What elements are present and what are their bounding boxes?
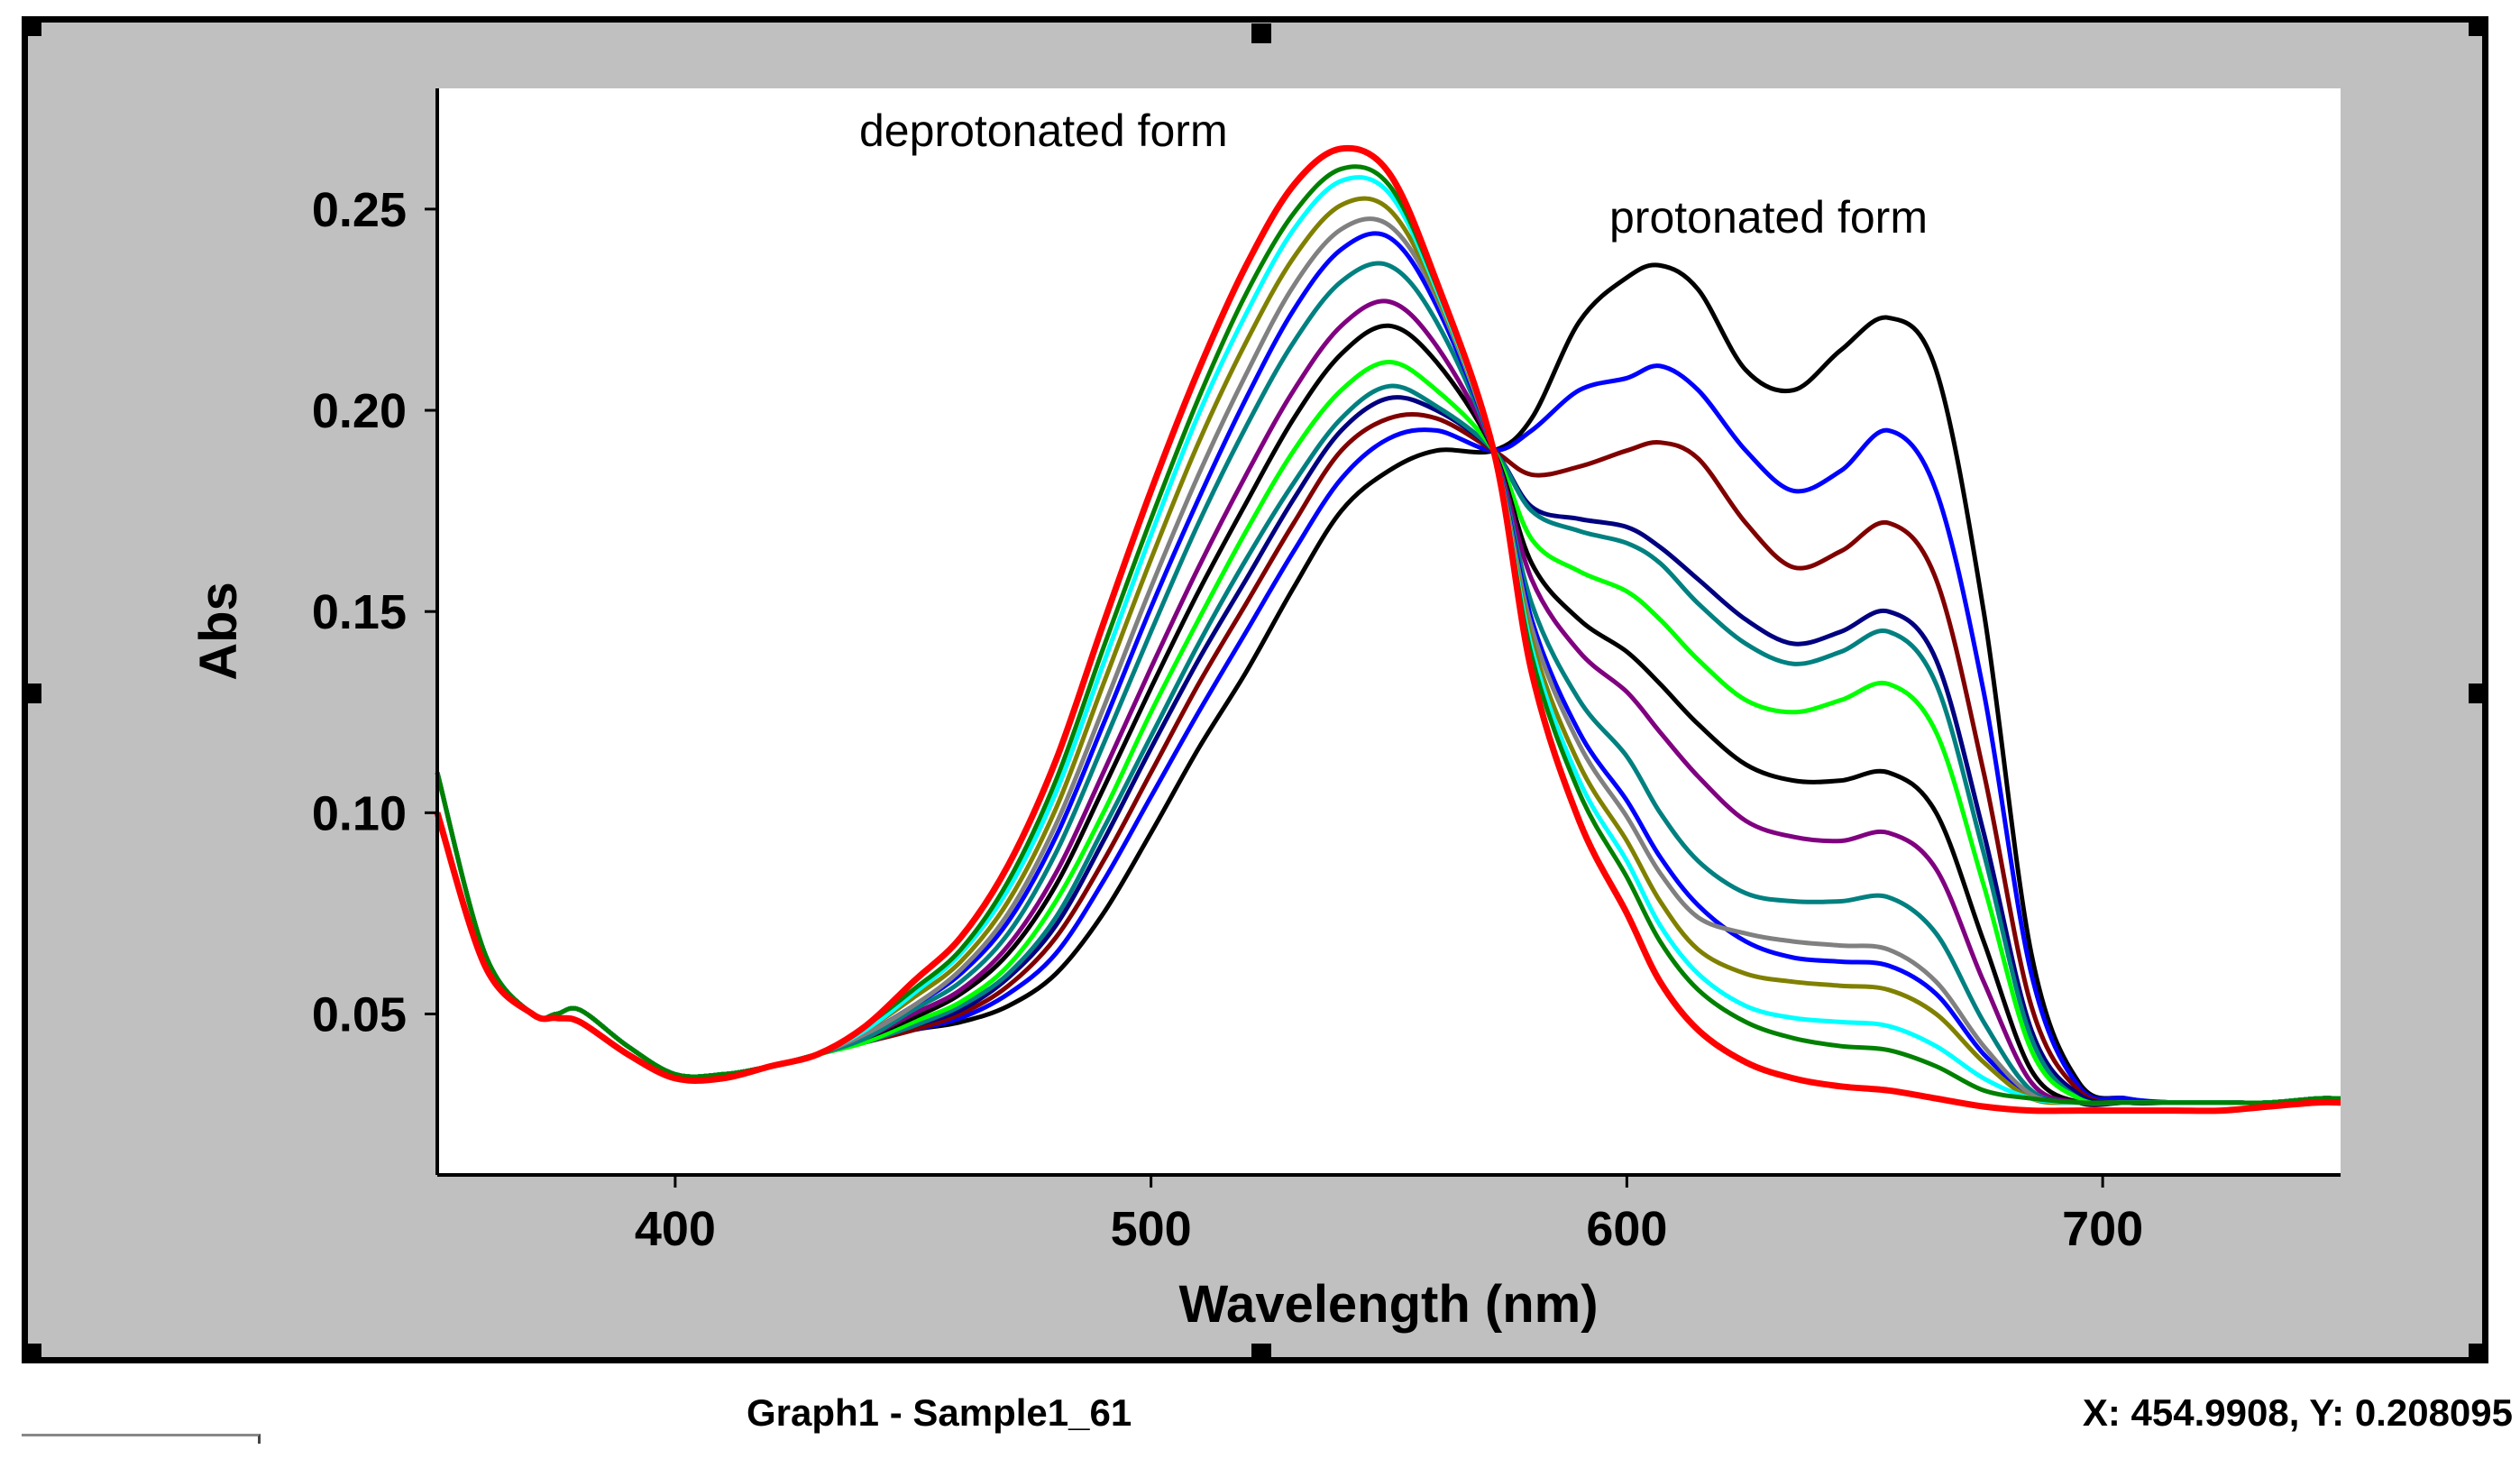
resize-handle-top-right[interactable] <box>2469 16 2488 36</box>
x-tick-label: 500 <box>1111 1202 1192 1256</box>
y-tick-label: 0.15 <box>312 585 407 639</box>
status-bar <box>22 1363 2520 1468</box>
series-line-1 <box>435 262 2341 1106</box>
status-graph-title: Graph1 - Sample1_61 <box>747 1391 1132 1434</box>
annotation-deprotonated: deprotonated form <box>859 106 1228 156</box>
series-line-14 <box>435 164 2341 1106</box>
status-tab-divider <box>22 1434 261 1444</box>
series-line-7 <box>435 323 2341 1107</box>
series-line-15 <box>434 144 2341 1115</box>
series-line-12 <box>435 196 2341 1106</box>
y-tick-label: 0.25 <box>312 183 407 237</box>
annotation-protonated: protonated form <box>1609 192 1928 243</box>
y-axis-label: Abs <box>189 582 248 681</box>
x-tick-label: 400 <box>635 1202 716 1256</box>
resize-handle-middle-left[interactable] <box>22 684 41 703</box>
series-line-2 <box>435 363 2341 1106</box>
x-tick-label: 700 <box>2062 1202 2143 1256</box>
series-line-3 <box>435 412 2341 1106</box>
x-tick-label: 600 <box>1586 1202 1667 1256</box>
resize-handle-bottom-left[interactable] <box>22 1344 41 1363</box>
series-line-11 <box>435 216 2341 1106</box>
series-line-13 <box>435 175 2341 1106</box>
y-tick-label: 0.10 <box>312 786 407 840</box>
series-line-8 <box>435 298 2341 1106</box>
resize-handle-top-center[interactable] <box>1251 23 1271 43</box>
resize-handle-bottom-center[interactable] <box>1251 1344 1271 1363</box>
resize-handle-middle-right[interactable] <box>2469 684 2488 703</box>
series-line-9 <box>435 261 2341 1106</box>
x-axis-label: Wavelength (nm) <box>1178 1275 1598 1334</box>
resize-handle-top-left[interactable] <box>22 16 41 36</box>
series-line-4 <box>435 395 2341 1106</box>
plot-area <box>437 88 2341 1175</box>
series-layer <box>434 144 2341 1115</box>
y-tick-label: 0.05 <box>312 987 407 1041</box>
resize-handle-bottom-right[interactable] <box>2469 1344 2488 1363</box>
cursor-coordinates: X: 454.9908, Y: 0.208095 <box>2082 1391 2513 1434</box>
series-line-5 <box>435 383 2341 1107</box>
tick-layer: 400 500 600 700 0.05 0.10 0.15 0.20 0.25 <box>312 183 2143 1256</box>
y-tick-label: 0.20 <box>312 384 407 438</box>
